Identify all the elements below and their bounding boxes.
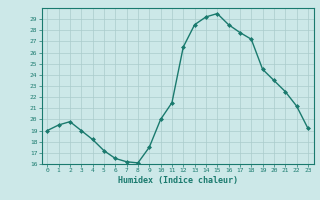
X-axis label: Humidex (Indice chaleur): Humidex (Indice chaleur): [118, 176, 237, 185]
